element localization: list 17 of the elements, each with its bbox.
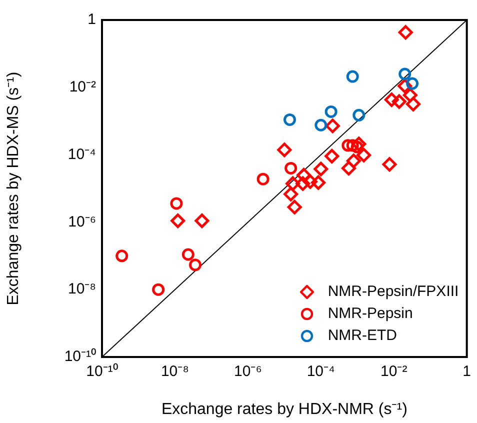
y-tick-label: 10⁻⁶ xyxy=(68,213,96,230)
y-tick-label: 10⁻⁸ xyxy=(68,280,96,298)
x-tick-label: 10⁻² xyxy=(380,363,408,380)
legend-label: NMR-ETD xyxy=(328,326,397,346)
legend-label: NMR-Pepsin/FPXIII xyxy=(328,282,459,302)
x-tick-label: 10⁻¹⁰ xyxy=(86,363,118,380)
y-tick-label: 1 xyxy=(88,11,96,28)
y-axis-title: Exchange rates by HDX-MS (s⁻¹) xyxy=(5,72,22,306)
x-tick-label: 10⁻⁶ xyxy=(234,363,262,380)
x-axis-title: Exchange rates by HDX-NMR (s⁻¹) xyxy=(161,400,408,418)
x-tick-label: 10⁻⁸ xyxy=(160,363,189,380)
x-tick-label: 1 xyxy=(462,363,471,380)
y-tick-label: 10⁻¹⁰ xyxy=(64,348,96,366)
y-tick-label: 10⁻² xyxy=(69,78,96,96)
legend-label: NMR-Pepsin xyxy=(328,304,413,324)
y-tick-label: 10⁻⁴ xyxy=(68,146,96,163)
x-tick-label: 10⁻⁴ xyxy=(306,363,335,380)
